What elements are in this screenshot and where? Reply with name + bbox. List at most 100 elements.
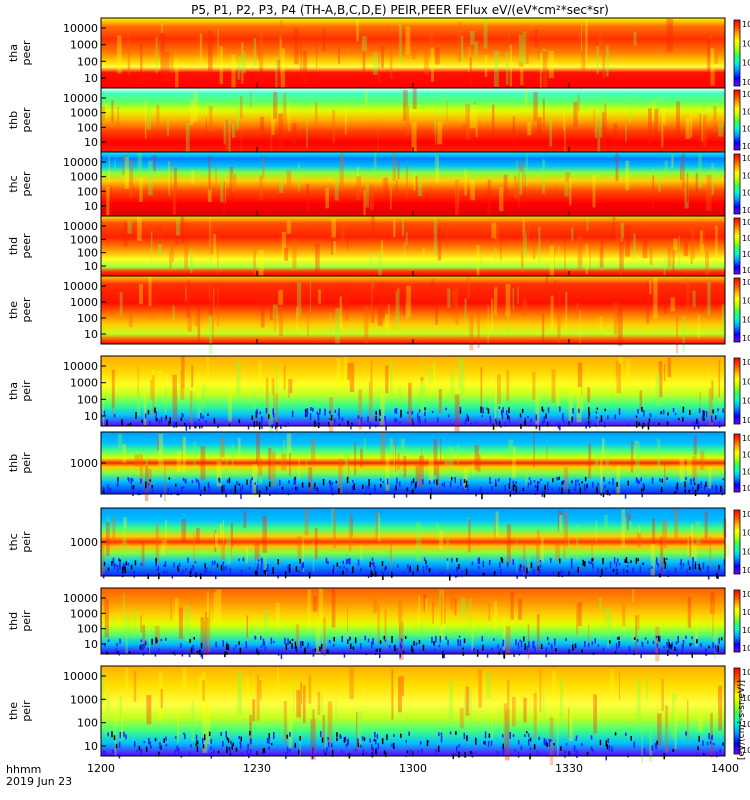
texture-streak xyxy=(256,433,260,467)
speckle-mark xyxy=(690,478,692,485)
texture-streak xyxy=(563,467,569,490)
panel-tha-peir: 10100100010000thapeir10²10⁴10⁶10⁸ xyxy=(7,355,750,435)
speckle-mark xyxy=(555,648,557,652)
texture-streak xyxy=(613,123,617,161)
speckle-mark xyxy=(694,421,696,427)
speckle-mark xyxy=(203,569,206,576)
speckle-mark xyxy=(399,421,401,425)
texture-streak xyxy=(632,589,634,603)
speckle-mark xyxy=(227,738,230,743)
texture-streak xyxy=(307,306,309,337)
speckle-mark xyxy=(653,422,655,426)
speckle-mark xyxy=(484,740,487,746)
y-tick-label: 1000 xyxy=(70,233,98,246)
colorbar-tick-label: 10⁴ xyxy=(742,397,750,406)
texture-streak xyxy=(397,288,400,323)
speckle-mark xyxy=(172,651,175,655)
speckle-mark xyxy=(348,636,351,641)
speckle-mark xyxy=(433,641,435,645)
texture-streak xyxy=(107,517,110,551)
texture-streak xyxy=(431,47,434,82)
texture-streak xyxy=(657,438,661,472)
texture-streak xyxy=(257,680,262,700)
speckle-mark xyxy=(624,492,627,499)
texture-streak xyxy=(208,30,213,72)
speckle-mark xyxy=(399,642,402,649)
speckle-mark xyxy=(335,573,338,576)
speckle-mark xyxy=(642,562,644,565)
speckle-mark xyxy=(421,748,423,753)
speckle-mark xyxy=(674,412,677,416)
texture-streak xyxy=(200,445,206,481)
texture-streak xyxy=(557,710,559,759)
speckle-mark xyxy=(284,423,286,426)
speckle-mark xyxy=(630,736,632,741)
texture-streak xyxy=(280,20,283,39)
speckle-mark xyxy=(189,570,192,577)
texture-streak xyxy=(161,540,165,556)
speckle-mark xyxy=(585,487,588,492)
speckle-mark xyxy=(341,417,344,422)
texture-streak xyxy=(585,244,588,275)
texture-streak xyxy=(278,290,283,305)
texture-streak xyxy=(718,123,723,137)
speckle-mark xyxy=(675,641,678,645)
texture-streak xyxy=(524,88,528,105)
speckle-mark xyxy=(624,559,626,563)
speckle-mark xyxy=(345,559,348,565)
texture-streak xyxy=(330,604,336,625)
speckle-mark xyxy=(367,416,369,423)
speckle-mark xyxy=(329,410,331,415)
colorbar-tick-label: 10⁴ xyxy=(742,250,750,259)
speckle-mark xyxy=(458,751,460,758)
speckle-mark xyxy=(399,481,401,487)
speckle-mark xyxy=(381,570,383,576)
texture-streak xyxy=(690,228,695,260)
speckle-mark xyxy=(379,413,382,417)
speckle-mark xyxy=(627,752,629,758)
texture-streak xyxy=(175,221,179,245)
speckle-mark xyxy=(123,564,125,572)
texture-streak xyxy=(633,31,637,46)
speckle-mark xyxy=(192,565,194,571)
speckle-mark xyxy=(257,559,260,562)
texture-streak xyxy=(310,439,316,462)
texture-streak xyxy=(125,615,128,653)
texture-streak xyxy=(478,669,482,708)
texture-streak xyxy=(191,365,194,388)
texture-streak xyxy=(494,51,499,87)
texture-streak xyxy=(151,370,156,399)
texture-streak xyxy=(390,540,392,568)
texture-streak xyxy=(286,170,292,189)
speckle-mark xyxy=(539,560,542,563)
speckle-mark xyxy=(614,414,616,419)
speckle-mark xyxy=(440,732,443,736)
texture-streak xyxy=(615,153,619,182)
texture-streak xyxy=(260,298,265,328)
speckle-mark xyxy=(314,482,316,489)
speckle-mark xyxy=(384,567,386,572)
colorbar-tick-label: 10⁸ xyxy=(742,668,750,677)
speckle-mark xyxy=(386,734,388,741)
speckle-mark xyxy=(188,652,191,658)
texture-streak xyxy=(172,186,177,215)
speckle-mark xyxy=(240,736,242,742)
texture-streak xyxy=(331,233,334,255)
texture-streak xyxy=(437,226,442,261)
texture-streak xyxy=(642,240,648,259)
speckle-mark xyxy=(482,644,484,651)
texture-streak xyxy=(434,120,436,134)
texture-streak xyxy=(385,314,390,331)
texture-streak xyxy=(436,465,440,490)
speckle-mark xyxy=(684,487,686,493)
texture-streak xyxy=(671,693,677,739)
texture-streak xyxy=(438,389,442,413)
texture-streak xyxy=(347,683,349,712)
speckle-mark xyxy=(666,421,669,426)
speckle-mark xyxy=(700,481,703,489)
speckle-mark xyxy=(190,567,192,574)
speckle-mark xyxy=(502,743,504,749)
speckle-mark xyxy=(133,570,135,578)
speckle-mark xyxy=(199,489,202,497)
texture-streak xyxy=(433,439,438,476)
